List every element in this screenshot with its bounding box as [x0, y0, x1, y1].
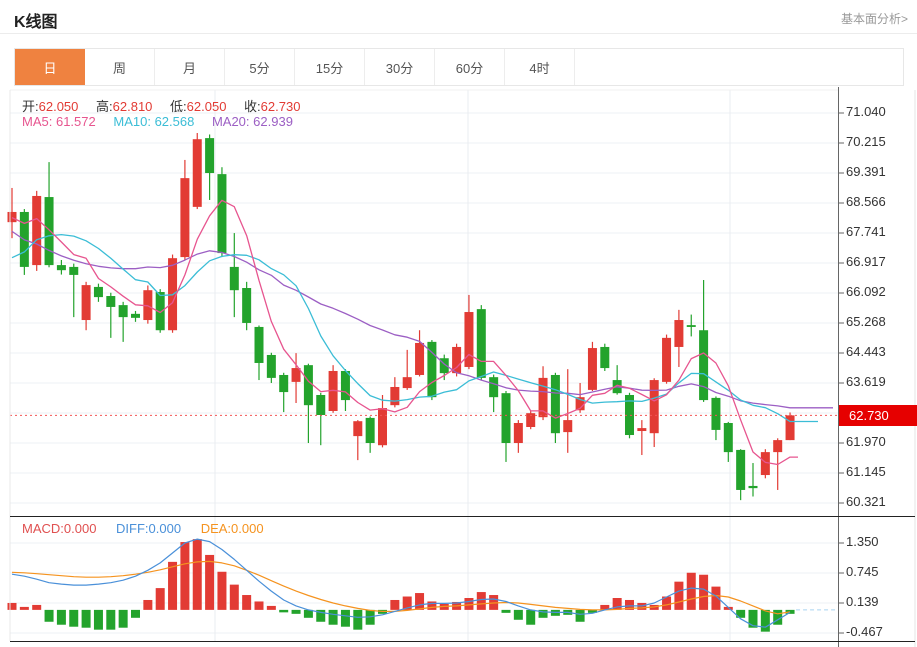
price-axis-label: 66.092 [846, 284, 886, 299]
interval-tab-bar: 日 周 月 5分 15分 30分 60分 4时 [14, 48, 904, 86]
price-axis-label: 69.391 [846, 164, 886, 179]
tab-month[interactable]: 月 [155, 49, 225, 85]
ma5-value: 61.572 [55, 114, 96, 129]
price-axis-label: 63.619 [846, 374, 886, 389]
price-axis-label: 70.215 [846, 134, 886, 149]
high-label: 高:62.810 [96, 99, 153, 114]
price-axis-label: 61.970 [846, 434, 886, 449]
tab-day[interactable]: 日 [15, 49, 85, 85]
diff-value: DIFF:0.000 [116, 521, 182, 536]
tab-15min[interactable]: 15分 [295, 49, 365, 85]
ohlc-legend: 开:62.050 高:62.810 低:62.050 收:62.730 [22, 96, 314, 115]
price-axis-label: 60.321 [846, 494, 886, 509]
close-label: 收:62.730 [244, 99, 301, 114]
fundamental-analysis-link[interactable]: 基本面分析> [840, 12, 908, 26]
header-divider [0, 33, 917, 34]
tab-60min[interactable]: 60分 [435, 49, 505, 85]
macd-legend: MACD:0.000 DIFF:0.000 DEA:0.000 [22, 521, 264, 536]
dea-value: DEA:0.000 [200, 521, 264, 536]
ma20-value: 62.939 [253, 114, 293, 129]
ma-legend: MA5: 61.572 MA10: 62.568 MA20: 62.939 [22, 114, 307, 129]
high-value: 62.810 [112, 99, 153, 114]
price-axis-label: 71.040 [846, 104, 886, 119]
tab-week[interactable]: 周 [85, 49, 155, 85]
open-label: 开:62.050 [22, 99, 79, 114]
tab-4hour[interactable]: 4时 [505, 49, 575, 85]
macd-axis-label: 1.350 [846, 534, 879, 549]
macd-axis-label: -0.467 [846, 624, 883, 639]
macd-axis-label: 0.745 [846, 564, 879, 579]
macd-value: MACD:0.000 [22, 521, 97, 536]
ma20-legend: MA20: 62.939 [211, 114, 293, 129]
ma10-legend: MA10: 62.568 [113, 114, 195, 129]
ma5-legend: MA5: 61.572 [22, 114, 96, 129]
price-axis-label: 61.145 [846, 464, 886, 479]
price-axis-label: 67.741 [846, 224, 886, 239]
price-axis-label: 68.566 [846, 194, 886, 209]
low-label: 低:62.050 [170, 99, 227, 114]
current-price-tag: 62.730 [839, 405, 917, 426]
price-axis-label: 65.268 [846, 314, 886, 329]
page-title: K线图 [14, 14, 58, 31]
macd-axis-label: 0.139 [846, 594, 879, 609]
tab-30min[interactable]: 30分 [365, 49, 435, 85]
close-value: 62.730 [260, 99, 301, 114]
ma10-value: 62.568 [154, 114, 195, 129]
low-value: 62.050 [186, 99, 227, 114]
open-value: 62.050 [38, 99, 79, 114]
tab-5min[interactable]: 5分 [225, 49, 295, 85]
price-axis-label: 64.443 [846, 344, 886, 359]
price-axis-label: 66.917 [846, 254, 886, 269]
